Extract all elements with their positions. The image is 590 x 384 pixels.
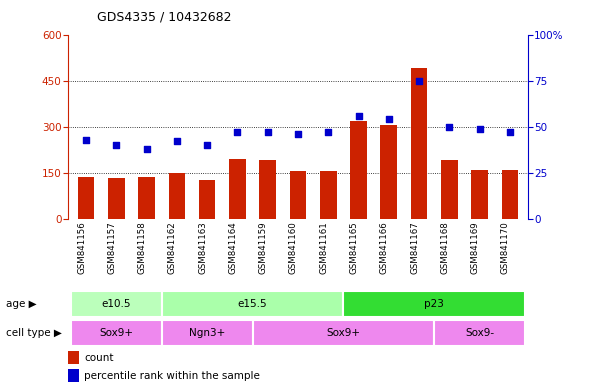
Point: [232, 129, 242, 135]
Point: [202, 142, 212, 148]
Text: cell type ▶: cell type ▶: [6, 328, 62, 338]
Text: e15.5: e15.5: [238, 299, 267, 309]
Point: [475, 126, 484, 132]
Point: [81, 137, 91, 143]
Text: GSM841169: GSM841169: [471, 221, 480, 274]
Text: GSM841165: GSM841165: [349, 221, 359, 274]
Bar: [260, 160, 276, 219]
Point: [172, 138, 182, 144]
Bar: [290, 171, 306, 219]
Text: GSM841166: GSM841166: [380, 221, 389, 274]
Bar: [343, 291, 525, 317]
Bar: [68, 369, 79, 382]
Text: GSM841161: GSM841161: [319, 221, 328, 274]
Bar: [502, 170, 518, 219]
Bar: [471, 170, 488, 219]
Bar: [253, 320, 434, 346]
Text: GSM841164: GSM841164: [228, 221, 237, 274]
Text: percentile rank within the sample: percentile rank within the sample: [84, 371, 260, 381]
Text: Sox9+: Sox9+: [99, 328, 133, 338]
Bar: [71, 320, 162, 346]
Text: e10.5: e10.5: [101, 299, 131, 309]
Point: [445, 124, 454, 130]
Text: Sox9+: Sox9+: [326, 328, 360, 338]
Point: [142, 146, 151, 152]
Point: [414, 78, 424, 84]
Point: [323, 129, 333, 135]
Bar: [320, 171, 336, 219]
Bar: [199, 180, 215, 219]
Text: Sox9-: Sox9-: [465, 328, 494, 338]
Point: [384, 116, 394, 122]
Text: GSM841157: GSM841157: [107, 221, 116, 274]
Point: [293, 131, 303, 137]
Bar: [434, 320, 525, 346]
Bar: [411, 68, 427, 219]
Bar: [441, 160, 458, 219]
Text: GSM841156: GSM841156: [77, 221, 86, 274]
Text: GSM841159: GSM841159: [258, 221, 268, 274]
Text: GSM841167: GSM841167: [410, 221, 419, 274]
Bar: [162, 291, 343, 317]
Bar: [71, 291, 162, 317]
Text: GSM841158: GSM841158: [137, 221, 146, 274]
Bar: [350, 121, 367, 219]
Text: age ▶: age ▶: [6, 299, 37, 310]
Point: [263, 129, 273, 135]
Bar: [138, 177, 155, 219]
Text: GSM841160: GSM841160: [289, 221, 298, 274]
Text: GSM841163: GSM841163: [198, 221, 207, 274]
Text: count: count: [84, 353, 113, 363]
Bar: [381, 125, 397, 219]
Point: [354, 113, 363, 119]
Text: Ngn3+: Ngn3+: [189, 328, 225, 338]
Text: GSM841162: GSM841162: [168, 221, 177, 274]
Bar: [78, 177, 94, 219]
Bar: [68, 351, 79, 364]
Text: p23: p23: [424, 299, 444, 309]
Bar: [162, 320, 253, 346]
Text: GSM841170: GSM841170: [501, 221, 510, 274]
Bar: [229, 159, 245, 219]
Bar: [108, 178, 124, 219]
Point: [505, 129, 514, 135]
Text: GDS4335 / 10432682: GDS4335 / 10432682: [97, 10, 232, 23]
Text: GSM841168: GSM841168: [440, 221, 450, 274]
Point: [112, 142, 121, 148]
Bar: [169, 174, 185, 219]
